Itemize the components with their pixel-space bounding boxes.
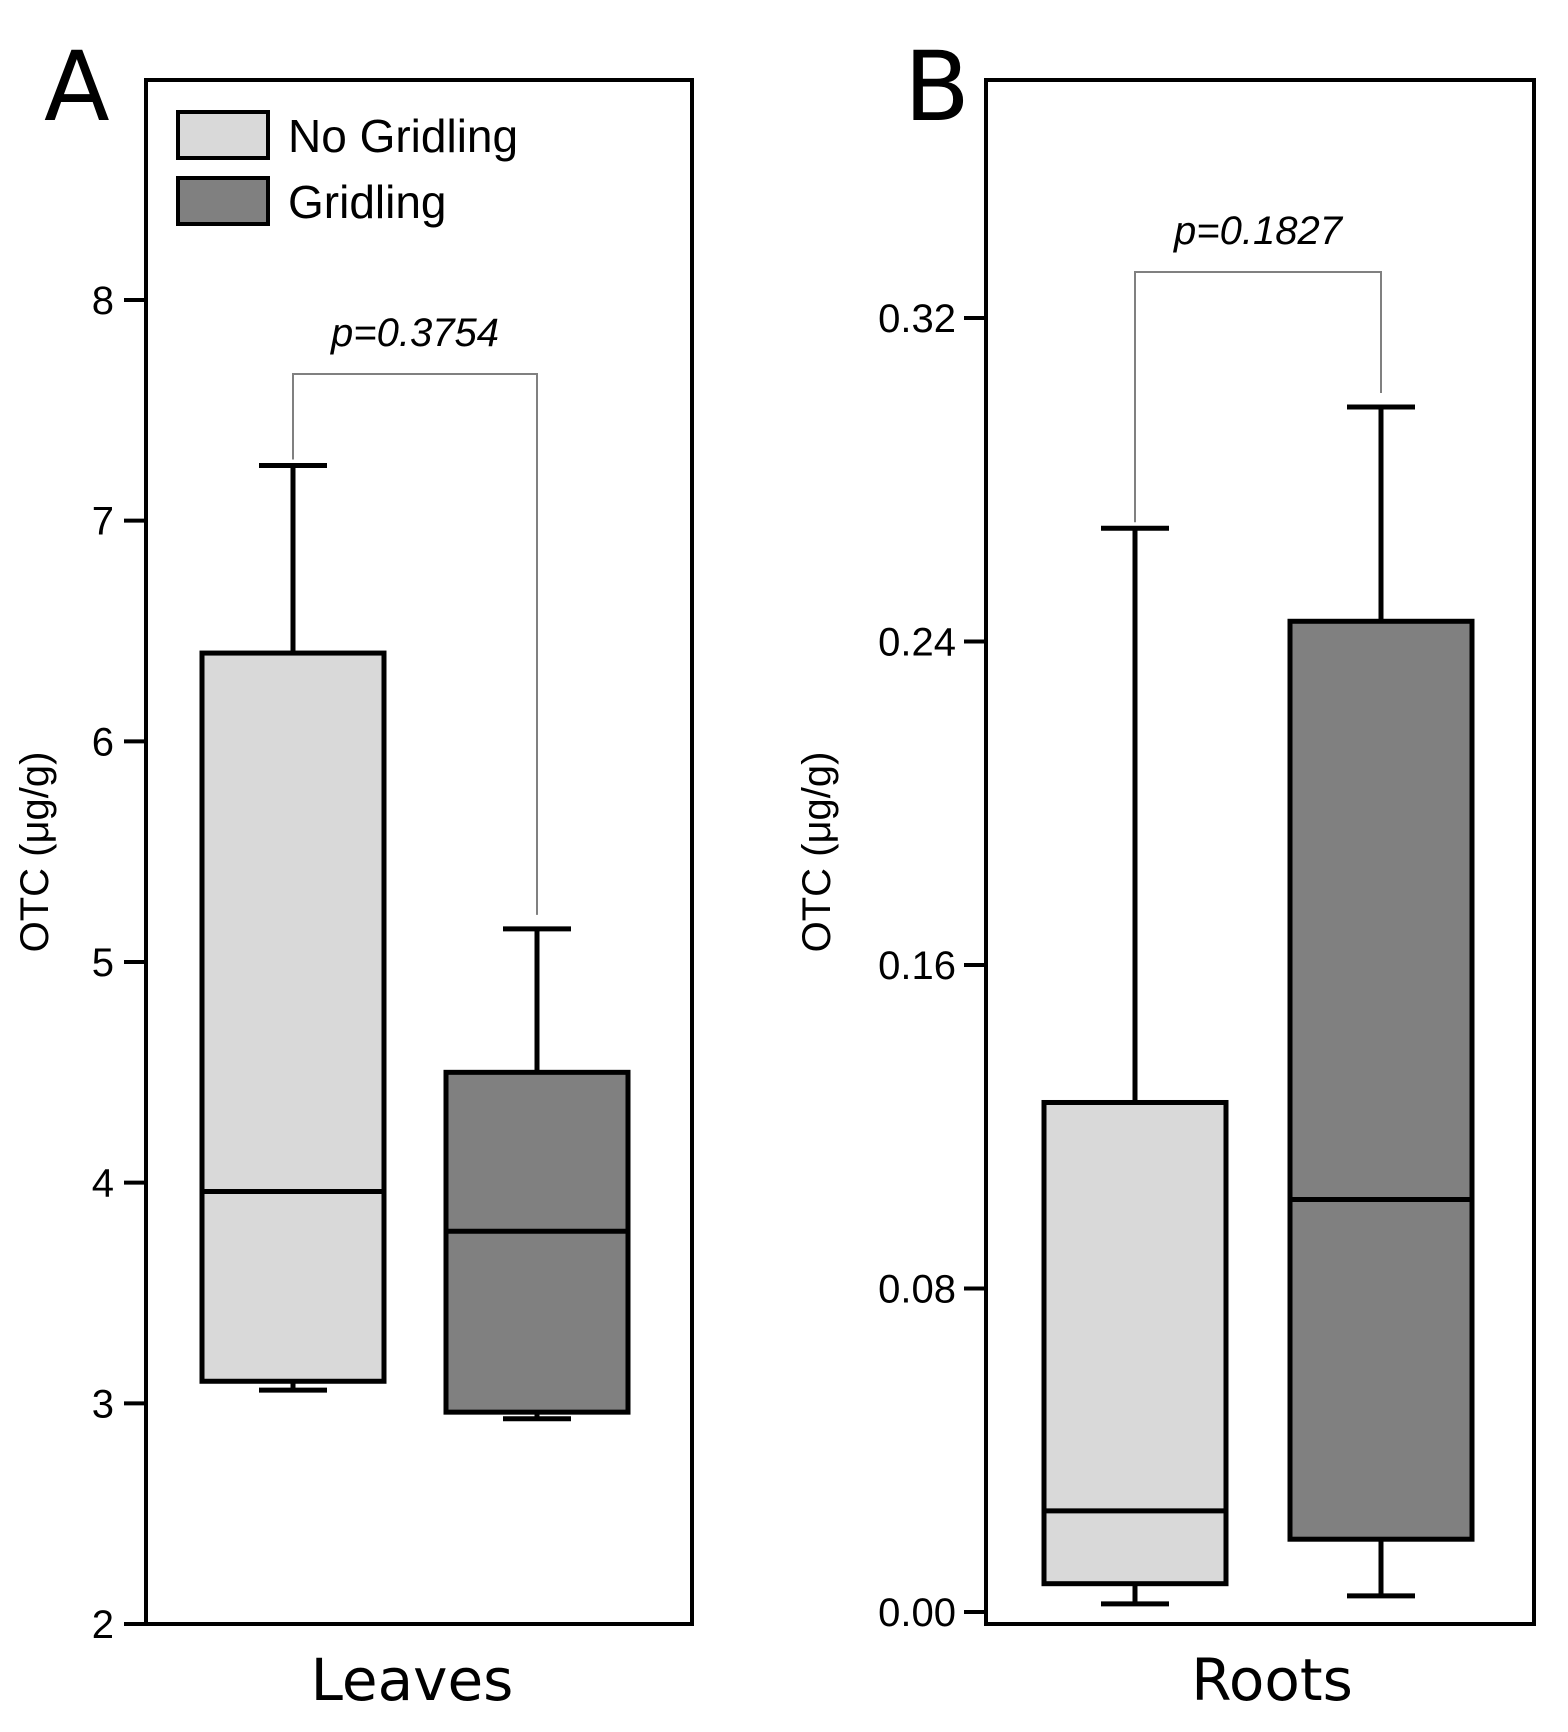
bracket-line — [292, 373, 538, 915]
panel-a-y-axis: 2 3 4 5 6 7 8 — [92, 279, 146, 1647]
panel-b-y-axis: 0.00 0.08 0.16 0.24 0.32 — [878, 297, 986, 1635]
iqr-box — [199, 650, 387, 1384]
y-tick-label: 7 — [92, 500, 114, 544]
legend-label-gridling: Gridling — [288, 176, 447, 228]
panel-b-frame — [984, 78, 1536, 1626]
panel-b-y-axis-label: OTC (μg/g) — [795, 752, 839, 953]
iqr-box — [1041, 1099, 1229, 1587]
bracket-line — [1134, 271, 1382, 523]
panel-b-boxes — [1041, 404, 1475, 1607]
y-tick-label: 5 — [92, 941, 114, 985]
y-tick-label: 0.08 — [878, 1268, 956, 1312]
legend-swatch-no-gridling — [176, 110, 270, 160]
box-gridling — [443, 926, 631, 1422]
box-no-gridling — [1041, 525, 1229, 1607]
panel-a-boxes — [199, 463, 631, 1422]
y-tick-label: 4 — [92, 1162, 114, 1206]
box-gridling — [1287, 404, 1475, 1599]
panel-a-significance-bracket: p=0.3754 — [292, 311, 538, 915]
y-tick-label: 3 — [92, 1382, 114, 1426]
panel-b: B 0.00 0.08 0.16 0.24 0.32 p=0.1827 OTC (μg/… — [795, 31, 1536, 1714]
panel-b-letter: B — [904, 31, 970, 143]
panel-a-frame — [144, 78, 694, 1626]
p-value-label: p=0.3754 — [330, 311, 499, 355]
y-tick-label: 8 — [92, 279, 114, 323]
legend-swatch-gridling — [176, 176, 270, 226]
panel-a-x-axis-label: Leaves — [311, 1646, 514, 1714]
y-tick-label: 0.24 — [878, 621, 956, 665]
panel-a-y-axis-label: OTC (μg/g) — [13, 752, 57, 953]
y-tick-label: 6 — [92, 720, 114, 764]
y-tick-label: 0.32 — [878, 297, 956, 341]
y-tick-label: 0.00 — [878, 1591, 956, 1635]
p-value-label: p=0.1827 — [1173, 209, 1344, 253]
box-no-gridling — [199, 463, 387, 1393]
panel-b-significance-bracket: p=0.1827 — [1134, 209, 1382, 523]
y-tick-label: 0.16 — [878, 944, 956, 988]
legend-label-no-gridling: No Gridling — [288, 110, 518, 162]
iqr-box — [1287, 618, 1475, 1542]
panel-a-letter: A — [44, 31, 110, 143]
iqr-box — [443, 1069, 631, 1415]
panel-b-x-axis-label: Roots — [1191, 1646, 1353, 1714]
panel-a: A 2 3 4 5 6 7 8 p=0.3754 OTC (μg/g) Leaves No … — [13, 31, 694, 1714]
legend: No Gridling Gridling — [176, 110, 518, 228]
y-tick-label: 2 — [92, 1603, 114, 1647]
